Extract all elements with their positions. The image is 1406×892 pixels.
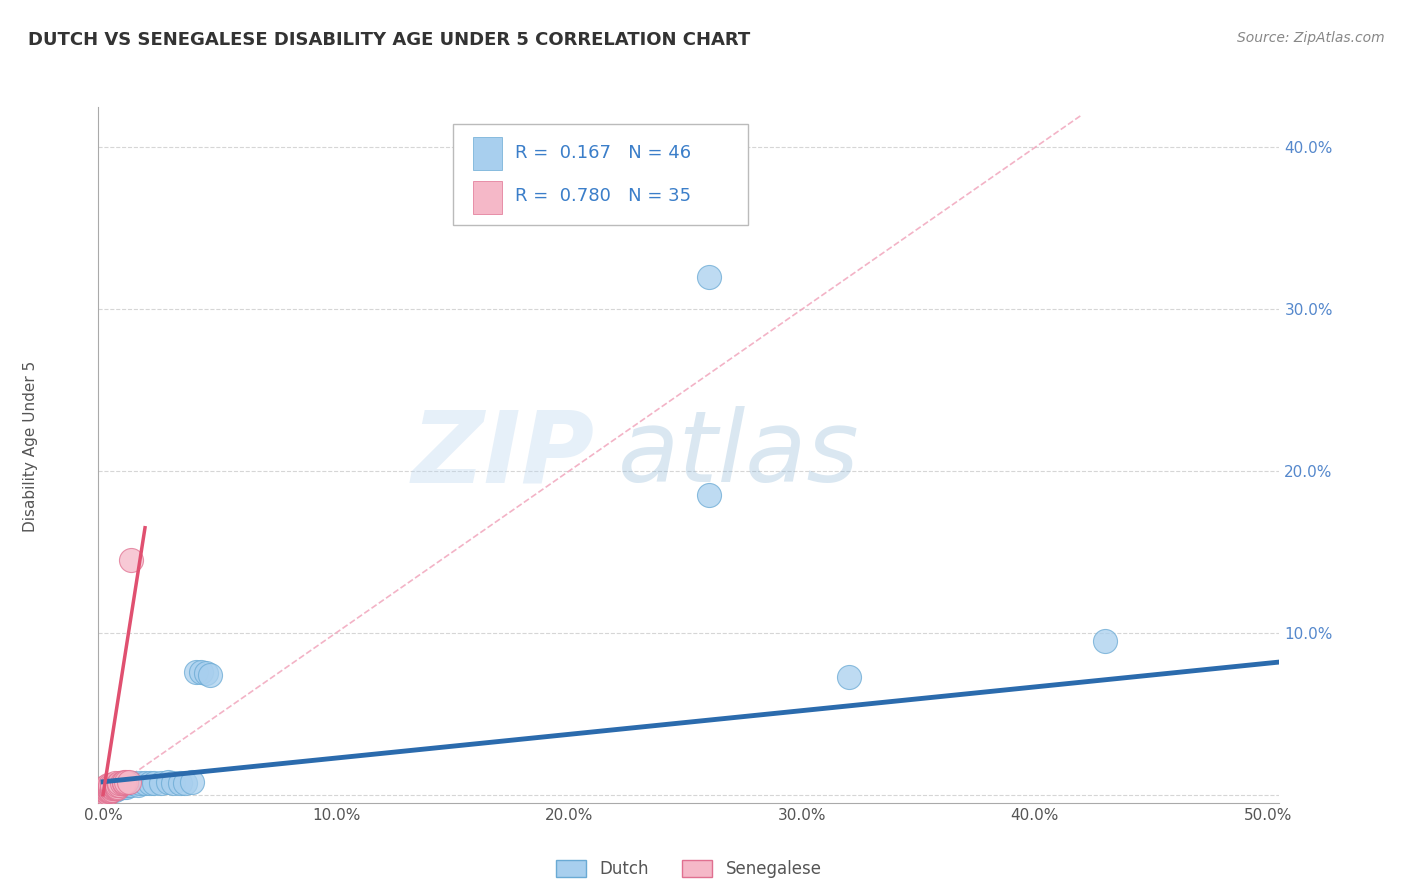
Point — [108, 781, 131, 796]
Bar — [472, 181, 502, 214]
Point — [98, 781, 121, 796]
Point — [129, 776, 152, 790]
Point — [186, 665, 208, 679]
Point — [1094, 634, 1116, 648]
Point — [115, 778, 138, 792]
Point — [115, 780, 138, 794]
Point — [105, 780, 128, 794]
Point — [108, 780, 131, 794]
Point — [101, 780, 124, 794]
Point — [105, 778, 128, 792]
Point — [127, 778, 149, 792]
Point — [98, 781, 121, 796]
Point — [94, 781, 117, 796]
Point — [190, 665, 212, 679]
Legend: Dutch, Senegalese: Dutch, Senegalese — [550, 854, 828, 885]
Point — [97, 781, 120, 796]
Text: R =  0.780   N = 35: R = 0.780 N = 35 — [516, 187, 692, 205]
Point — [104, 781, 127, 796]
Point — [97, 781, 120, 796]
Text: atlas: atlas — [619, 407, 859, 503]
Point — [200, 668, 222, 682]
Point — [94, 780, 117, 794]
Point — [134, 776, 156, 790]
Text: R =  0.167   N = 46: R = 0.167 N = 46 — [516, 145, 692, 162]
Text: DUTCH VS SENEGALESE DISABILITY AGE UNDER 5 CORRELATION CHART: DUTCH VS SENEGALESE DISABILITY AGE UNDER… — [28, 31, 751, 49]
Point — [101, 780, 124, 794]
Point — [112, 778, 135, 792]
Point — [97, 782, 120, 797]
Point — [94, 782, 117, 797]
Point — [105, 780, 128, 794]
Point — [112, 780, 135, 794]
Point — [697, 488, 720, 502]
Point — [143, 776, 166, 790]
Point — [111, 780, 134, 794]
Point — [157, 774, 180, 789]
Point — [98, 782, 121, 797]
Point — [112, 774, 135, 789]
Point — [104, 780, 127, 794]
Point — [94, 784, 117, 798]
Point — [194, 666, 217, 681]
Point — [108, 776, 131, 790]
Point — [697, 269, 720, 284]
Point — [104, 781, 127, 796]
Point — [104, 780, 127, 794]
Point — [162, 776, 184, 790]
Point — [118, 778, 141, 792]
Point — [94, 786, 117, 800]
Point — [173, 776, 195, 790]
Point — [97, 780, 120, 794]
Point — [105, 778, 128, 792]
Point — [111, 778, 134, 792]
Point — [837, 670, 859, 684]
Point — [105, 781, 128, 796]
Point — [118, 774, 141, 789]
Point — [98, 780, 121, 794]
Point — [122, 776, 145, 790]
Point — [98, 780, 121, 794]
Point — [105, 781, 128, 796]
Point — [94, 782, 117, 797]
Point — [97, 784, 120, 798]
Point — [101, 781, 124, 796]
Point — [97, 786, 120, 800]
Point — [98, 784, 121, 798]
Point — [101, 778, 124, 792]
Point — [101, 781, 124, 796]
Point — [108, 778, 131, 792]
Point — [180, 774, 202, 789]
Point — [97, 778, 120, 792]
Point — [115, 774, 138, 789]
FancyBboxPatch shape — [453, 124, 748, 226]
Point — [101, 782, 124, 797]
Point — [138, 776, 160, 790]
Point — [150, 776, 173, 790]
Text: Disability Age Under 5: Disability Age Under 5 — [24, 360, 38, 532]
Point — [111, 776, 134, 790]
Point — [104, 782, 127, 797]
Text: Source: ZipAtlas.com: Source: ZipAtlas.com — [1237, 31, 1385, 45]
Point — [101, 782, 124, 797]
Point — [97, 782, 120, 797]
Point — [98, 782, 121, 797]
Point — [120, 553, 142, 567]
Point — [104, 776, 127, 790]
Point — [98, 778, 121, 792]
Point — [120, 778, 142, 792]
Point — [112, 776, 135, 790]
Text: ZIP: ZIP — [412, 407, 595, 503]
Point — [104, 778, 127, 792]
Point — [169, 776, 191, 790]
Bar — [472, 136, 502, 170]
Point — [94, 784, 117, 798]
Point — [98, 784, 121, 798]
Point — [97, 784, 120, 798]
